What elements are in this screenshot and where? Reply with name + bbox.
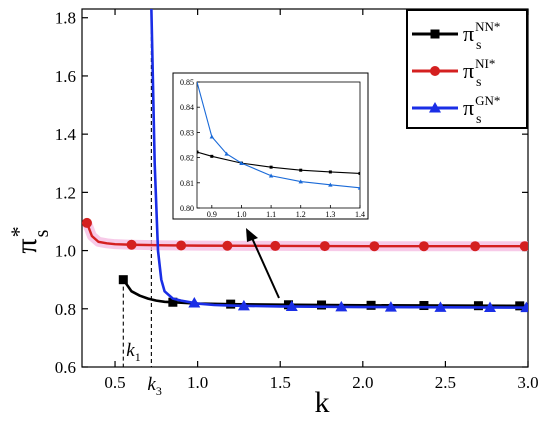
inset-x-tick-label: 1.2 xyxy=(296,210,306,219)
data-marker-square xyxy=(419,301,429,311)
data-marker-circle xyxy=(222,240,233,251)
inset-x-tick-label: 1.1 xyxy=(266,210,276,219)
y-tick-label: 1.6 xyxy=(55,67,76,86)
data-marker-triangle xyxy=(434,301,447,312)
inset-marker-triangle xyxy=(357,185,360,190)
data-marker-square xyxy=(168,297,178,307)
series-ni-halo xyxy=(82,221,528,252)
series-nn-line xyxy=(122,278,528,308)
y-axis-label: π*s xyxy=(6,226,53,253)
inset-plot-area xyxy=(196,81,361,209)
inset-ticks: 0.9 1.0 1.1 1.2 1.3 1.4 0.80 0.81 0.82 0.83 0.84 0.… xyxy=(180,78,365,219)
inset-marker-square xyxy=(269,165,273,169)
threshold-lines xyxy=(122,9,152,367)
data-marker-triangle xyxy=(520,301,528,313)
inset-series-gn-line xyxy=(197,82,360,189)
y-tick-label: 0.6 xyxy=(55,358,76,377)
data-marker-triangle xyxy=(335,300,348,312)
y-tick-label: 0.8 xyxy=(55,300,76,319)
data-marker-circle xyxy=(418,241,429,252)
inset-y-tick-label: 0.80 xyxy=(180,204,194,213)
x-tick-label: 0.5 xyxy=(104,373,125,392)
data-marker-triangle xyxy=(484,301,497,312)
threshold-label-3: k3 xyxy=(147,374,161,398)
y-tick-label: 1.2 xyxy=(55,183,76,202)
data-marker-circle xyxy=(430,66,440,76)
data-marker-circle xyxy=(470,241,481,252)
legend-item-gn: πGN* s xyxy=(412,93,500,127)
threshold-annotations: k1 k3 xyxy=(126,340,162,398)
inset-y-tick-label: 0.84 xyxy=(180,103,194,112)
inset-marker-triangle xyxy=(298,179,303,184)
inset-x-tick-label: 0.9 xyxy=(207,210,217,219)
inset-y-tick-label: 0.85 xyxy=(180,78,194,87)
inset-marker-square xyxy=(358,171,360,175)
data-marker-triangle xyxy=(285,300,298,312)
y-tick-label: 1.8 xyxy=(55,9,76,28)
data-marker-circle xyxy=(176,240,187,251)
data-marker-square xyxy=(473,301,483,311)
data-marker-circle xyxy=(369,241,380,252)
inset-x-tick-label: 1.3 xyxy=(325,210,335,219)
y-tick-label: 1.4 xyxy=(55,125,77,144)
data-marker-circle xyxy=(519,241,528,252)
y-tick-label: 1.0 xyxy=(55,242,76,261)
data-marker-square xyxy=(366,300,376,310)
inset-marker-triangle xyxy=(209,134,215,139)
inset-marker-square xyxy=(299,168,303,172)
data-marker-triangle xyxy=(237,299,250,311)
data-marker-square xyxy=(283,300,293,310)
svg-text:π*s: π*s xyxy=(6,226,53,253)
legend-item-ni: πNI* s xyxy=(412,56,495,90)
zoom-arrow xyxy=(246,228,280,299)
x-tick-label: 1.0 xyxy=(187,373,208,392)
x-tick-label: 2.0 xyxy=(352,373,373,392)
data-marker-circle xyxy=(82,217,92,228)
series-gn-line xyxy=(150,9,528,309)
inset-marker-square xyxy=(210,154,214,158)
x-tick-label: 1.5 xyxy=(270,373,291,392)
data-marker-square xyxy=(430,29,440,39)
series-layer xyxy=(82,9,528,313)
inset-marker-triangle xyxy=(268,173,274,178)
data-marker-triangle xyxy=(188,296,201,308)
data-marker-triangle xyxy=(429,102,441,113)
data-marker-square xyxy=(226,299,236,309)
data-marker-square xyxy=(317,300,327,310)
threshold-label-1: k1 xyxy=(126,340,140,364)
inset-y-tick-label: 0.82 xyxy=(180,154,194,163)
legend-label: πGN* s xyxy=(463,93,500,127)
x-axis-label: k xyxy=(315,386,330,419)
inset-y-tick-label: 0.81 xyxy=(180,179,194,188)
inset-marker-triangle xyxy=(239,160,244,165)
inset-x-tick-label: 1.0 xyxy=(236,210,246,219)
legend-item-nn: πNN* s xyxy=(412,19,500,53)
inset-marker-triangle xyxy=(224,151,229,156)
inset-marker-triangle xyxy=(328,182,333,187)
data-marker-square xyxy=(515,301,525,311)
data-marker-circle xyxy=(270,240,281,251)
inset-x-tick-label: 1.4 xyxy=(355,210,365,219)
x-tick-label: 2.5 xyxy=(435,373,456,392)
data-marker-circle xyxy=(319,241,330,252)
inset-series xyxy=(197,82,360,190)
legend-label: πNN* s xyxy=(463,19,500,53)
inset-y-tick-label: 0.83 xyxy=(180,128,194,137)
inset-chart: 0.9 1.0 1.1 1.2 1.3 1.4 0.80 0.81 0.82 0.83 0.84 0.… xyxy=(172,72,369,220)
inset-marker-square xyxy=(197,150,199,154)
x-tick-label: 3.0 xyxy=(517,373,538,392)
axis-ticks: 0.5 1.0 1.5 2.0 2.5 3.0 0.6 0.8 1.0 1.2 1.4 1.6 1.8 xyxy=(55,9,539,392)
data-marker-circle xyxy=(126,239,137,250)
plot-frame xyxy=(81,8,529,368)
legend-label: πNI* s xyxy=(463,56,495,90)
inset-marker-square xyxy=(328,170,332,174)
data-marker-square xyxy=(118,275,128,285)
data-marker-triangle xyxy=(384,301,397,312)
